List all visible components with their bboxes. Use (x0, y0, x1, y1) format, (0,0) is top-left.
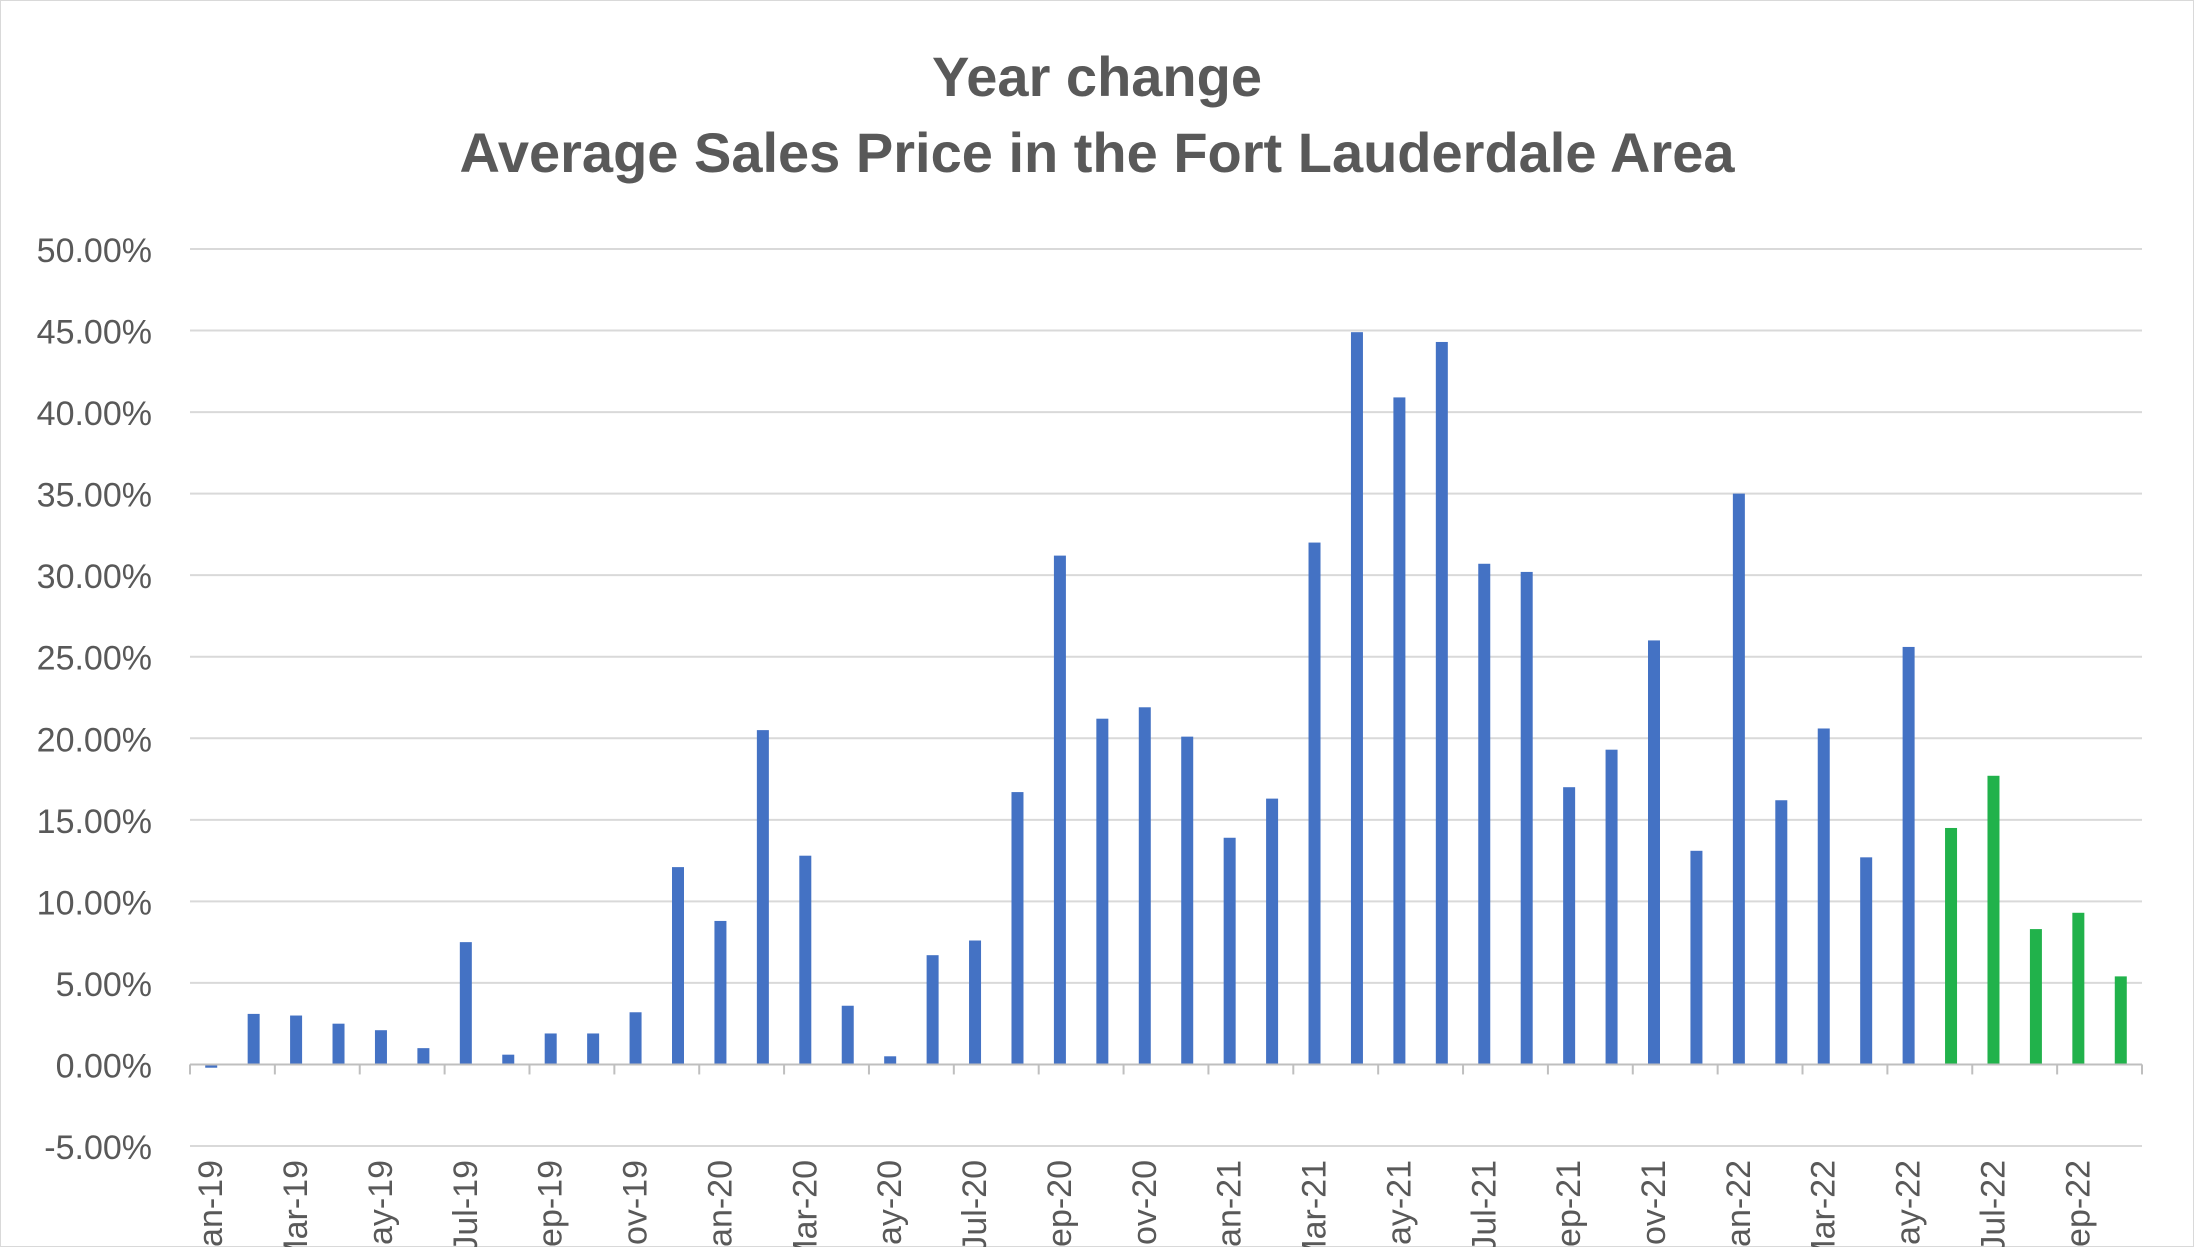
x-tick-label: Mar-22 (1805, 1160, 1843, 1247)
bar (1902, 646, 1915, 1065)
y-axis-tick-labels: -5.00% 0.00% 5.00% 10.00% 15.00% 20.00% 25.00%… (37, 232, 152, 1167)
x-tick-label: Jul-21 (1465, 1160, 1503, 1247)
bar (332, 1023, 345, 1065)
bar (1435, 341, 1448, 1065)
bar (2114, 976, 2127, 1065)
bar (926, 955, 939, 1065)
bar (884, 1056, 897, 1065)
bar (1860, 857, 1873, 1065)
x-tick-label: Jan-19 (192, 1160, 230, 1247)
y-tick-label: 45.00% (37, 314, 152, 352)
x-tick-label: Jul-22 (1974, 1160, 2012, 1247)
bar (417, 1048, 430, 1065)
bar (1690, 850, 1703, 1065)
bar (756, 730, 769, 1065)
x-tick-label: Sep-19 (532, 1160, 570, 1247)
bar (1266, 798, 1279, 1065)
bar (1732, 493, 1745, 1065)
bar (969, 940, 982, 1065)
bar (1393, 397, 1406, 1065)
bar (1987, 775, 2000, 1065)
bar (502, 1054, 515, 1065)
gridlines (190, 248, 2142, 1147)
bar (290, 1015, 303, 1065)
x-tick-label: Sep-21 (1550, 1160, 1588, 1247)
x-axis-tick-labels: Jan-19 Mar-19 May-19 Jul-19 Sep-19 Nov-19 Jan-… (192, 1160, 2097, 1247)
x-tick-label: May-22 (1890, 1160, 1928, 1247)
x-tick-label: Mar-19 (277, 1160, 315, 1247)
x-tick-label: Nov-20 (1126, 1160, 1164, 1247)
x-tick-label: Jul-19 (447, 1160, 485, 1247)
y-tick-label: -5.00% (44, 1129, 152, 1167)
x-tick-label: Jan-22 (1720, 1160, 1758, 1247)
bar (1223, 837, 1236, 1065)
x-tick-label: Sep-20 (1041, 1160, 1079, 1247)
bar (1817, 728, 1830, 1065)
x-tick-label: Mar-21 (1296, 1160, 1334, 1247)
bar (1520, 571, 1533, 1065)
bar (1478, 563, 1491, 1065)
bar (459, 942, 472, 1065)
bar (374, 1030, 387, 1065)
bar (1945, 827, 1958, 1065)
bar (1096, 718, 1109, 1065)
y-tick-label: 10.00% (37, 884, 152, 922)
x-tick-label: May-21 (1380, 1160, 1418, 1247)
bar (799, 855, 812, 1065)
bar (544, 1033, 557, 1065)
bar (2029, 929, 2042, 1065)
y-tick-label: 35.00% (37, 477, 152, 515)
bar (1775, 800, 1788, 1065)
bar (1011, 792, 1024, 1065)
bar (1350, 332, 1363, 1065)
y-tick-label: 15.00% (37, 803, 152, 841)
bar (1138, 707, 1151, 1065)
y-tick-label: 0.00% (56, 1047, 152, 1085)
y-tick-label: 25.00% (37, 640, 152, 678)
bar (714, 920, 727, 1065)
bar (205, 1064, 218, 1068)
y-tick-label: 40.00% (37, 395, 152, 433)
bar (1181, 736, 1194, 1065)
bar (841, 1005, 854, 1065)
x-tick-label: Jul-20 (956, 1160, 994, 1247)
bar (2072, 912, 2085, 1065)
y-tick-label: 50.00% (37, 232, 152, 270)
bar (1053, 555, 1066, 1065)
x-tick-label: Sep-22 (2059, 1160, 2097, 1247)
y-tick-label: 5.00% (56, 966, 152, 1004)
chart-subtitle: Average Sales Price in the Fort Lauderda… (459, 121, 1735, 184)
x-tick-label: Jan-20 (701, 1160, 739, 1247)
x-tick-label: Nov-21 (1635, 1160, 1673, 1247)
bar (629, 1012, 642, 1065)
x-tick-label: May-20 (871, 1160, 909, 1247)
bar (587, 1033, 600, 1065)
y-tick-label: 20.00% (37, 721, 152, 759)
chart-title: Year change (932, 45, 1262, 108)
x-axis (189, 1063, 2143, 1075)
x-tick-label: May-19 (362, 1160, 400, 1247)
bars (205, 332, 2127, 1068)
x-tick-label: Nov-19 (617, 1160, 655, 1247)
bar (1563, 787, 1576, 1065)
bar (672, 867, 684, 1065)
bar (1308, 542, 1321, 1065)
bar (1605, 749, 1618, 1065)
bar (1648, 640, 1660, 1065)
bar (247, 1013, 260, 1065)
y-tick-label: 30.00% (37, 558, 152, 596)
x-tick-label: Jan-21 (1211, 1160, 1249, 1247)
x-tick-label: Mar-20 (786, 1160, 824, 1247)
